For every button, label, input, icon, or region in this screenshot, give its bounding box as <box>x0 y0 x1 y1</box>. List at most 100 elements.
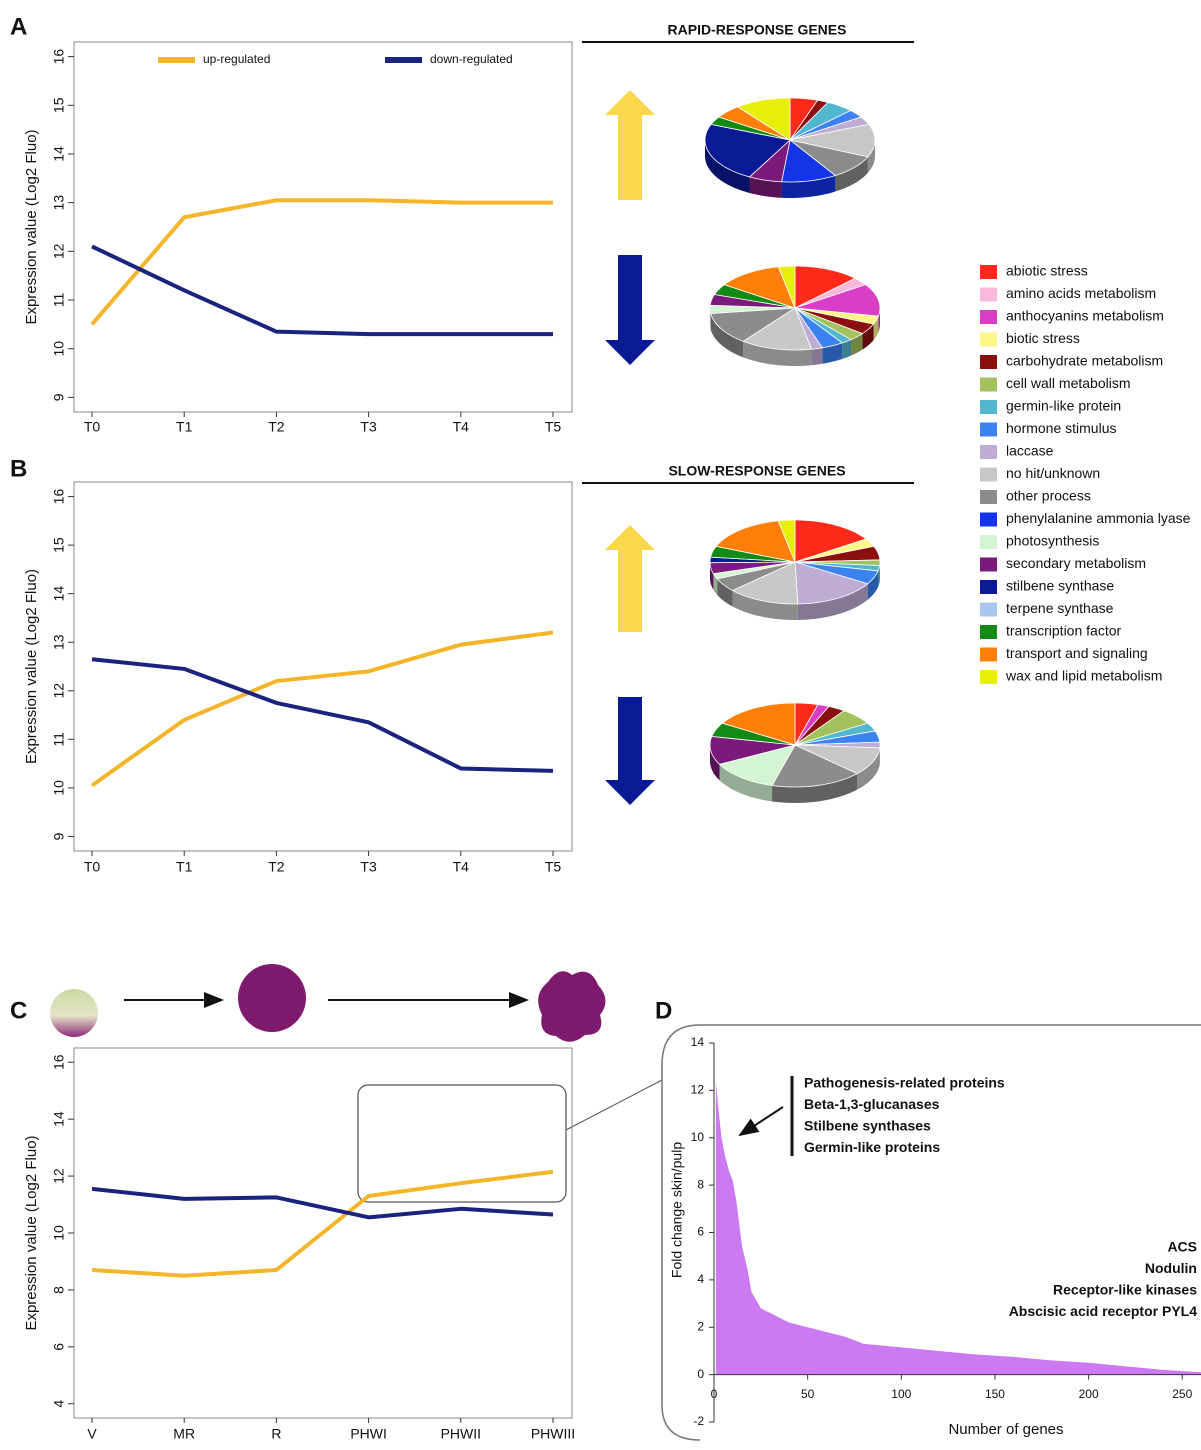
y-tick-label: 9 <box>51 393 67 401</box>
legend-swatch <box>980 580 997 594</box>
legend-label: no hit/unknown <box>1006 465 1100 481</box>
legend-swatch <box>980 445 997 459</box>
slice-shade <box>812 348 823 365</box>
y-tick-label: 0 <box>697 1367 704 1381</box>
legend-label: biotic stress <box>1006 330 1080 346</box>
legend-label: germin-like protein <box>1006 398 1121 414</box>
annotation-arrow <box>740 1107 783 1135</box>
legend-swatch <box>980 490 997 504</box>
legend-label: hormone stimulus <box>1006 420 1117 436</box>
mean-line <box>92 246 553 334</box>
legend-swatch <box>980 400 997 414</box>
figure: A B C D RAPID-RESPONSE GENES SLOW-RESPON… <box>0 0 1201 1450</box>
y-axis-label: Expression value (Log2 Fluo) <box>23 129 40 324</box>
y-tick-label: 13 <box>51 634 67 650</box>
y-axis-label: Expression value (Log2 Fluo) <box>23 569 40 764</box>
legend-label: anthocyanins metabolism <box>1006 308 1164 324</box>
x-tick-label: T1 <box>176 419 193 435</box>
x-tick-label: T3 <box>360 419 377 435</box>
legend-swatch <box>980 625 997 639</box>
x-tick-label: T2 <box>268 859 285 875</box>
panel-letter: C <box>10 997 27 1024</box>
legend-label: stilbene synthase <box>1006 578 1114 594</box>
y-tick-label: 6 <box>697 1225 704 1239</box>
x-tick-label: R <box>271 1426 281 1442</box>
mean-line <box>92 1189 553 1217</box>
panel-letter: A <box>10 13 27 40</box>
y-tick-label: 15 <box>51 97 67 113</box>
legend-label: secondary metabolism <box>1006 555 1146 571</box>
legend-label: laccase <box>1006 443 1054 459</box>
x-tick-label: T5 <box>545 419 562 435</box>
legend-swatch <box>980 265 997 279</box>
down-arrow <box>605 697 655 805</box>
x-tick-label: 50 <box>801 1387 815 1401</box>
y-tick-label: 10 <box>691 1130 705 1144</box>
y-tick-label: -2 <box>693 1414 704 1428</box>
legend-label: cell wall metabolism <box>1006 375 1130 391</box>
annotation: Abscisic acid receptor PYL4 <box>1009 1303 1198 1319</box>
berry-withered <box>538 971 605 1041</box>
legend-swatch <box>980 333 997 347</box>
x-tick-label: T3 <box>360 859 377 875</box>
y-tick-label: 4 <box>51 1400 67 1408</box>
x-tick-label: PHWI <box>350 1426 387 1442</box>
zoom-connector <box>566 1080 662 1130</box>
y-tick-label: 16 <box>51 49 67 65</box>
y-tick-label: 16 <box>51 489 67 505</box>
y-tick-label: 14 <box>51 1111 67 1127</box>
y-tick-label: 12 <box>51 683 67 699</box>
y-tick-label: 12 <box>51 1168 67 1184</box>
y-tick-label: 10 <box>51 780 67 796</box>
annotation: ACS <box>1167 1239 1197 1255</box>
x-tick-label: T2 <box>268 419 285 435</box>
annotation: Pathogenesis-related proteins <box>804 1075 1005 1091</box>
pie-header: SLOW-RESPONSE GENES <box>668 463 845 479</box>
y-tick-label: 10 <box>51 341 67 357</box>
y-tick-label: 14 <box>51 146 67 162</box>
y-tick-label: 15 <box>51 537 67 553</box>
y-tick-label: 4 <box>697 1272 704 1286</box>
y-tick-label: 16 <box>51 1054 67 1070</box>
y-tick-label: 12 <box>691 1083 705 1097</box>
y-tick-label: 14 <box>51 586 67 602</box>
legend-label: down-regulated <box>430 52 513 66</box>
panel-letter: B <box>10 455 27 482</box>
x-tick-label: T5 <box>545 859 562 875</box>
y-tick-label: 9 <box>51 832 67 840</box>
legend-label: carbohydrate metabolism <box>1006 353 1163 369</box>
annotation: Receptor-like kinases <box>1053 1282 1197 1298</box>
annotation: Nodulin <box>1145 1260 1197 1276</box>
legend-swatch <box>980 558 997 572</box>
y-tick-label: 11 <box>51 732 67 747</box>
legend-swatch <box>980 513 997 527</box>
legend-swatch <box>980 288 997 302</box>
y-tick-label: 10 <box>51 1225 67 1241</box>
berry-green <box>50 989 98 1037</box>
y-tick-label: 11 <box>51 293 67 308</box>
legend-swatch <box>980 378 997 392</box>
y-tick-label: 13 <box>51 195 67 211</box>
x-tick-label: MR <box>173 1426 195 1442</box>
y-tick-label: 14 <box>691 1035 705 1049</box>
down-arrow <box>605 255 655 365</box>
mean-line <box>92 633 553 786</box>
legend-label: wax and lipid metabolism <box>1005 668 1162 684</box>
legend-swatch <box>980 468 997 482</box>
x-tick-label: T4 <box>453 859 470 875</box>
y-axis-label: Fold change skin/pulp <box>669 1142 685 1278</box>
legend-label: amino acids metabolism <box>1006 285 1156 301</box>
legend-label: transport and signaling <box>1006 645 1148 661</box>
x-tick-label: PHWII <box>441 1426 481 1442</box>
legend-label: transcription factor <box>1006 623 1121 639</box>
legend-label: abiotic stress <box>1006 263 1088 279</box>
x-tick-label: 150 <box>985 1387 1005 1401</box>
x-axis-label: Number of genes <box>948 1421 1063 1438</box>
y-tick-label: 2 <box>697 1319 704 1333</box>
x-tick-label: V <box>87 1426 97 1442</box>
fold-change-area <box>716 1081 1201 1375</box>
legend-label: phenylalanine ammonia lyase <box>1006 510 1191 526</box>
x-tick-label: PHWIII <box>531 1426 575 1442</box>
y-tick-label: 6 <box>51 1343 67 1351</box>
berry-ripe <box>238 964 306 1032</box>
